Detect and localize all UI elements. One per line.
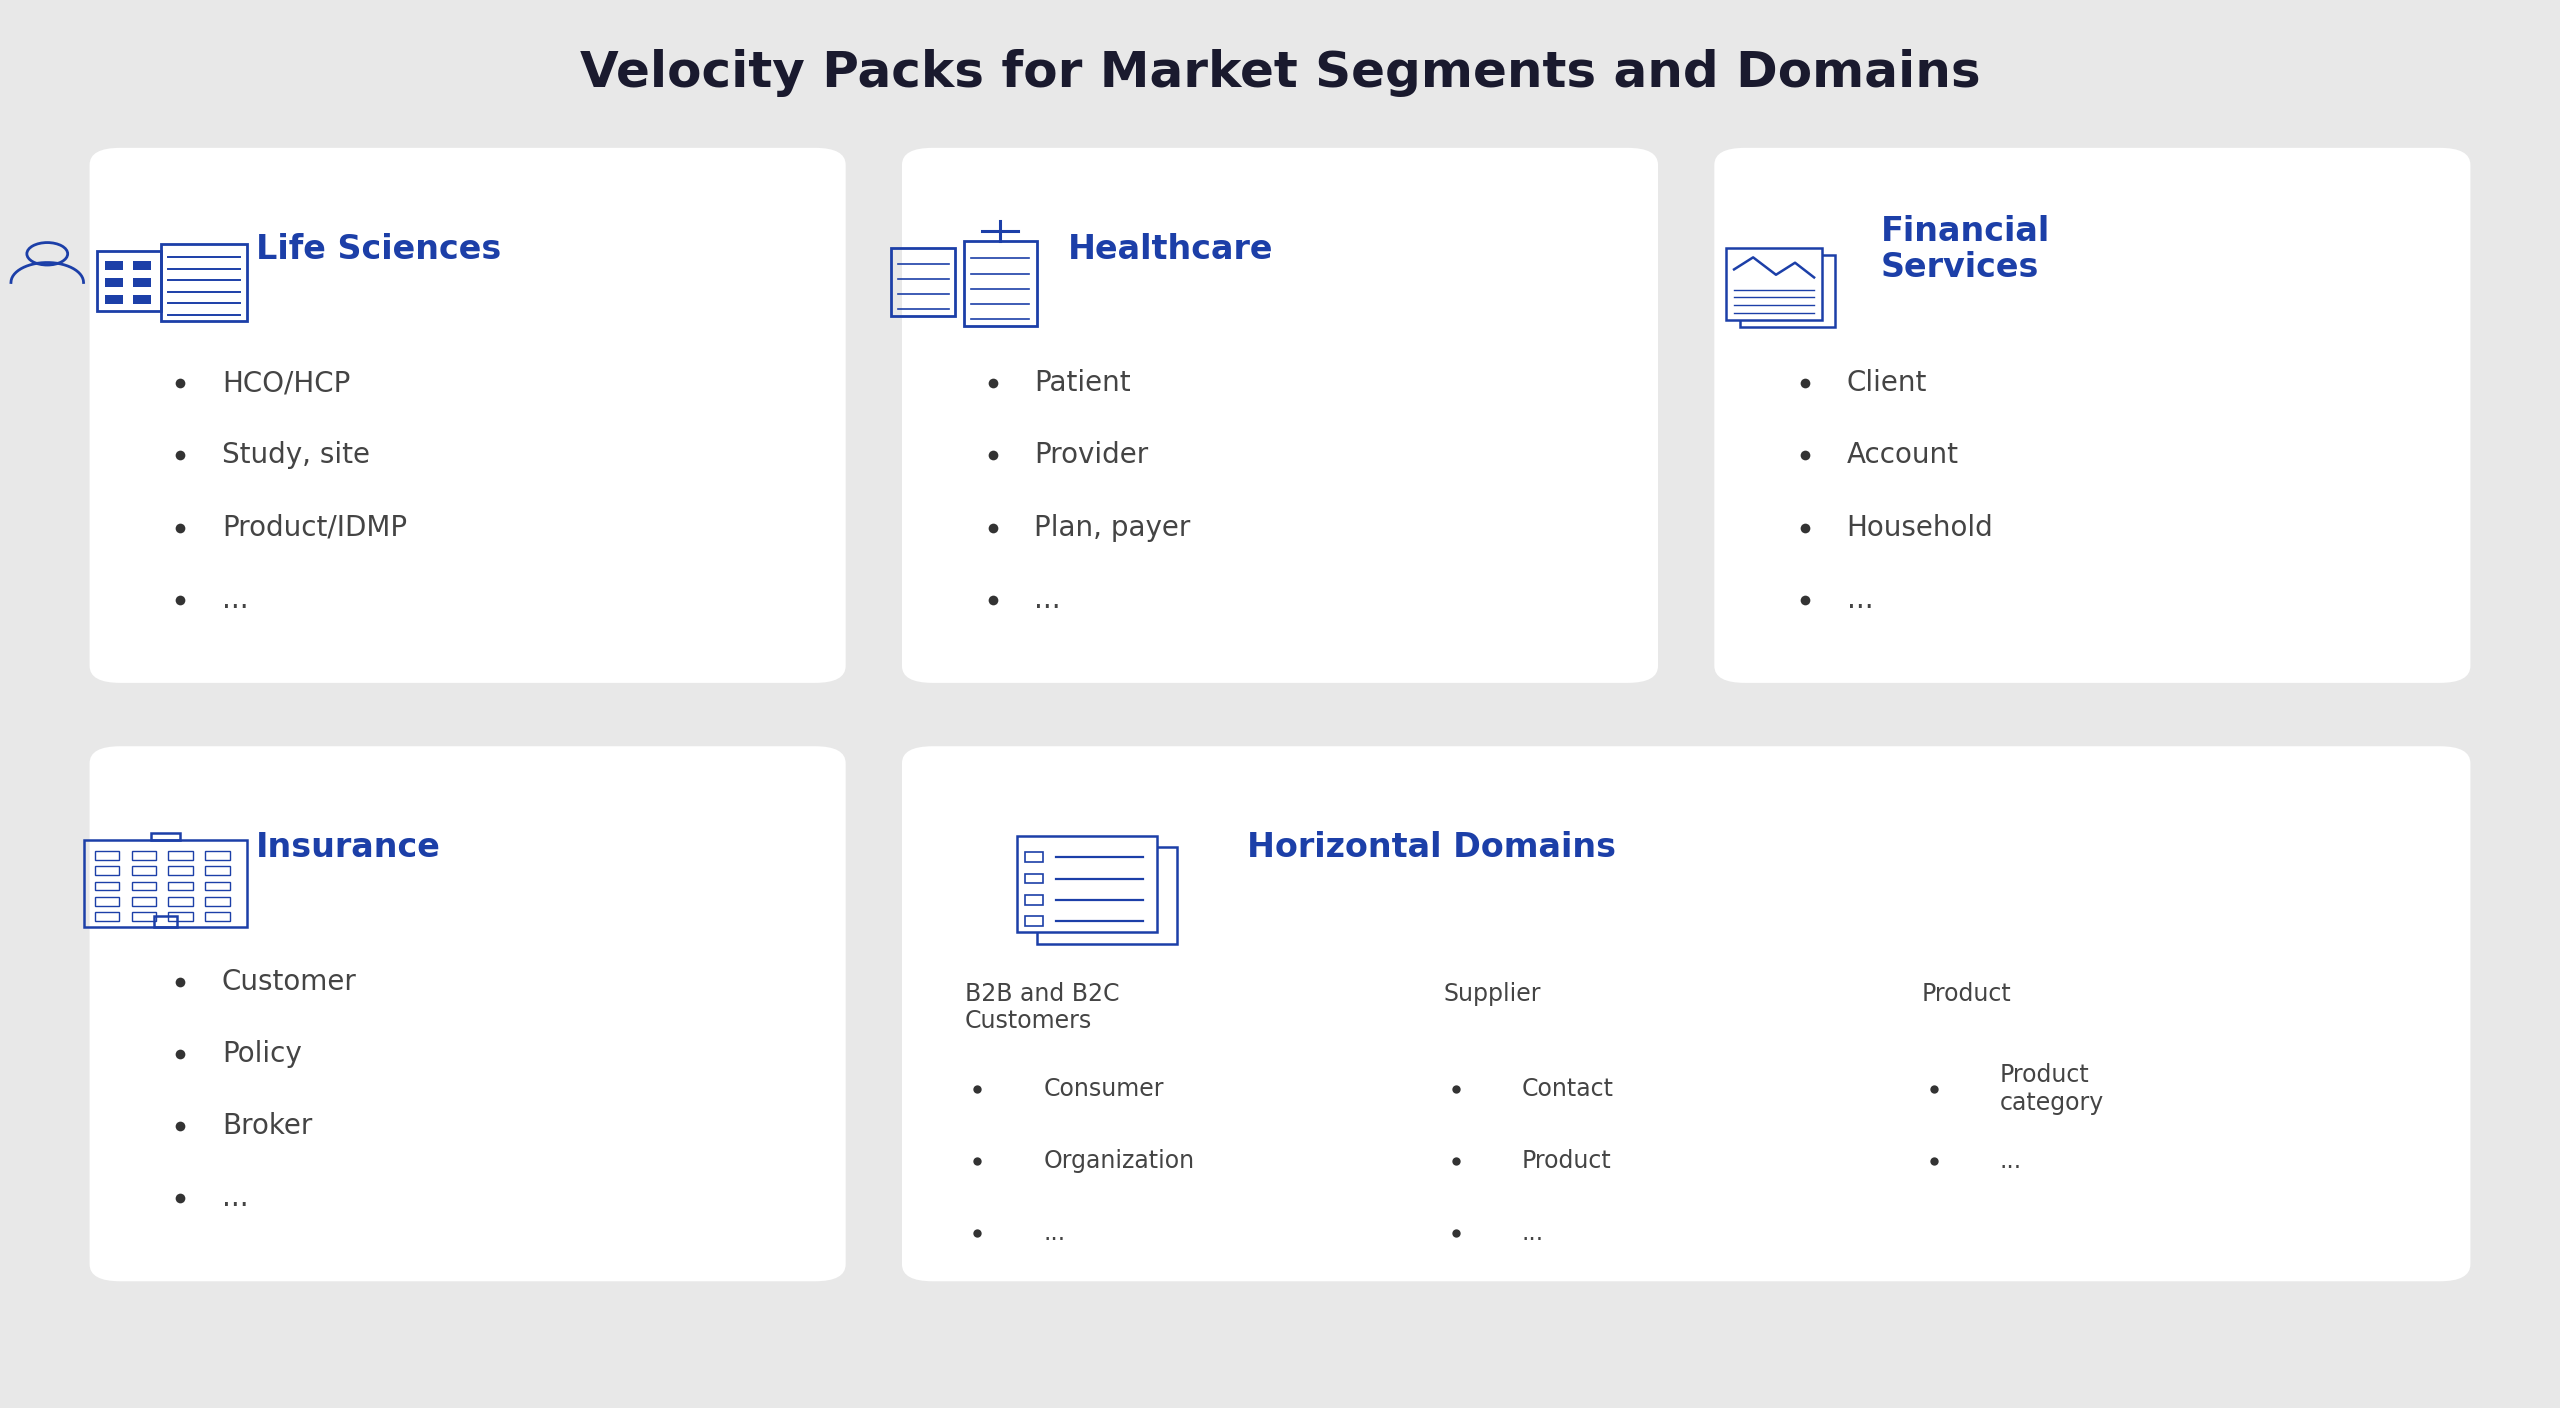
Text: Product
category: Product category: [1999, 1063, 2104, 1115]
Bar: [205, 866, 230, 876]
Text: Customer: Customer: [223, 967, 356, 995]
Bar: [131, 866, 156, 876]
FancyBboxPatch shape: [901, 746, 2470, 1281]
Text: Velocity Packs for Market Segments and Domains: Velocity Packs for Market Segments and D…: [579, 49, 1981, 97]
Text: Product: Product: [1923, 981, 2012, 1005]
Bar: [169, 850, 192, 860]
Text: ...: ...: [1521, 1221, 1544, 1245]
Text: Broker: Broker: [223, 1112, 312, 1140]
Text: Healthcare: Healthcare: [1068, 232, 1275, 266]
Bar: [95, 912, 120, 921]
Bar: [205, 897, 230, 905]
Bar: [1024, 895, 1042, 904]
Bar: [169, 897, 192, 905]
Text: ...: ...: [223, 1184, 248, 1212]
Bar: [205, 850, 230, 860]
Text: Policy: Policy: [223, 1041, 302, 1067]
FancyBboxPatch shape: [1016, 836, 1157, 932]
Text: Horizontal Domains: Horizontal Domains: [1247, 831, 1615, 865]
Text: Product/IDMP: Product/IDMP: [223, 514, 407, 542]
Bar: [154, 915, 177, 926]
Text: Life Sciences: Life Sciences: [256, 232, 502, 266]
Text: Provider: Provider: [1034, 442, 1149, 469]
Text: ...: ...: [1999, 1149, 2022, 1173]
Bar: [133, 296, 151, 304]
Text: Patient: Patient: [1034, 369, 1132, 397]
Text: Product: Product: [1521, 1149, 1610, 1173]
Bar: [151, 832, 179, 839]
Text: ...: ...: [1034, 586, 1060, 614]
Bar: [131, 881, 156, 890]
Text: Household: Household: [1846, 514, 1994, 542]
Bar: [205, 912, 230, 921]
Bar: [105, 296, 123, 304]
Bar: [1024, 874, 1042, 883]
FancyBboxPatch shape: [1037, 848, 1178, 943]
FancyBboxPatch shape: [901, 148, 1659, 683]
Bar: [133, 262, 151, 270]
Text: Contact: Contact: [1521, 1077, 1613, 1101]
Text: B2B and B2C
Customers: B2B and B2C Customers: [965, 981, 1119, 1033]
Bar: [169, 912, 192, 921]
Text: Consumer: Consumer: [1042, 1077, 1165, 1101]
Text: Insurance: Insurance: [256, 831, 440, 865]
Text: HCO/HCP: HCO/HCP: [223, 369, 351, 397]
Bar: [95, 850, 120, 860]
Bar: [105, 279, 123, 287]
Text: ...: ...: [1042, 1221, 1065, 1245]
FancyBboxPatch shape: [90, 148, 845, 683]
FancyBboxPatch shape: [1715, 148, 2470, 683]
Text: Study, site: Study, site: [223, 442, 369, 469]
Text: Plan, payer: Plan, payer: [1034, 514, 1190, 542]
Bar: [95, 881, 120, 890]
Text: Account: Account: [1846, 442, 1958, 469]
FancyBboxPatch shape: [1725, 248, 1823, 320]
FancyBboxPatch shape: [1741, 255, 1836, 328]
Bar: [105, 262, 123, 270]
Text: Financial
Services: Financial Services: [1882, 214, 2051, 284]
Bar: [1024, 917, 1042, 925]
Bar: [205, 881, 230, 890]
Bar: [131, 897, 156, 905]
Bar: [131, 850, 156, 860]
Text: ...: ...: [1846, 586, 1874, 614]
Bar: [131, 912, 156, 921]
Text: Client: Client: [1846, 369, 1928, 397]
Bar: [95, 866, 120, 876]
Bar: [169, 866, 192, 876]
Text: ...: ...: [223, 586, 248, 614]
Bar: [169, 881, 192, 890]
Text: Supplier: Supplier: [1444, 981, 1541, 1005]
Bar: [95, 897, 120, 905]
Bar: [1024, 852, 1042, 862]
Bar: [133, 279, 151, 287]
Text: Organization: Organization: [1042, 1149, 1196, 1173]
FancyBboxPatch shape: [90, 746, 845, 1281]
